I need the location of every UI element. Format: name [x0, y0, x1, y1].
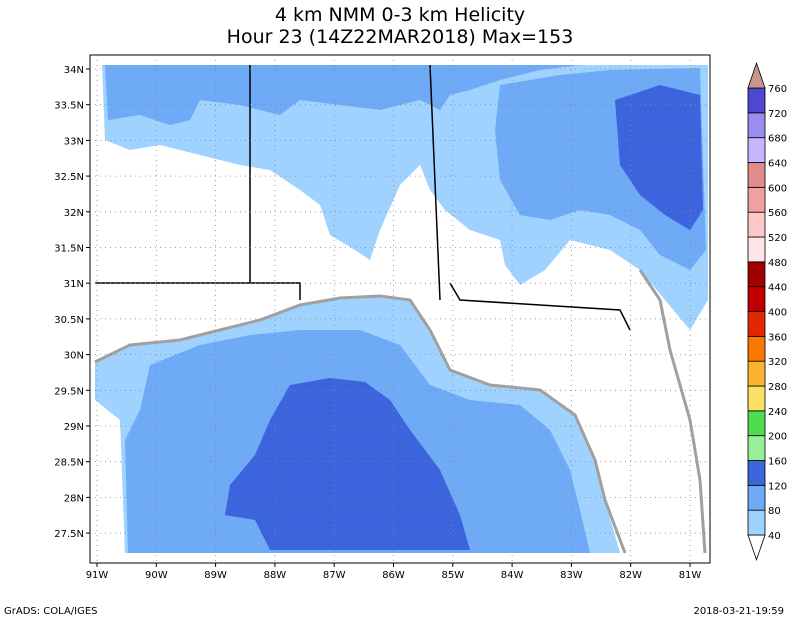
lon-label: 89W [204, 570, 227, 581]
colorbar-label: 200 [768, 432, 787, 443]
coastline [94, 294, 627, 554]
colorbar-label: 600 [768, 183, 787, 194]
colorbar-swatch [747, 360, 766, 387]
colorbar: 40 80 120 160 200 240 280 320 360 400 440 480 520 560… [747, 61, 787, 562]
lat-label: 30.5N [54, 315, 84, 326]
lat-label: 33.5N [54, 101, 84, 112]
colorbar-label: 720 [768, 109, 787, 120]
lat-label: 32.5N [54, 172, 84, 183]
lon-labels: 91W 90W 89W 88W 87W 86W 85W 84W 83W 82W 81W [86, 570, 702, 581]
colorbar-label: 280 [768, 382, 787, 393]
lat-label: 27.5N [54, 529, 84, 540]
lon-label: 90W [145, 570, 168, 581]
lat-label: 34N [64, 65, 84, 76]
map-frame [89, 54, 711, 564]
lon-label: 83W [560, 570, 583, 581]
colorbar-label: 240 [768, 407, 787, 418]
colorbar-label: 40 [768, 531, 781, 542]
colorbar-swatch [747, 484, 766, 511]
colorbar-label: 160 [768, 457, 787, 468]
colorbar-label: 360 [768, 332, 787, 343]
colorbar-label: 760 [768, 84, 787, 95]
lat-label: 33N [64, 136, 84, 147]
title: 4 km NMM 0-3 km Helicity [275, 4, 525, 26]
graticule [86, 55, 710, 567]
field-dark [615, 85, 703, 230]
map: 91W 90W 89W 88W 87W 86W 85W 84W 83W 82W 81W 34N 33.… [54, 54, 711, 581]
colorbar-triangle [747, 534, 766, 562]
colorbar-label: 120 [768, 481, 787, 492]
lat-labels: 34N 33.5N 33N 32.5N 32N 31.5N 31N 30.5N 30N 29.5N… [54, 65, 84, 540]
lat-label: 29N [64, 422, 84, 433]
colorbar-swatch [747, 385, 766, 412]
colorbar-swatch [747, 112, 766, 139]
colorbar-swatch [747, 435, 766, 461]
colorbar-swatch [747, 460, 766, 486]
colorbar-label: 320 [768, 357, 787, 368]
lon-label: 86W [382, 570, 405, 581]
field-mid [105, 65, 580, 125]
coastline [638, 269, 707, 554]
lon-label: 87W [323, 570, 346, 581]
colorbar-swatch [747, 186, 766, 213]
lat-label: 28N [64, 493, 84, 504]
lat-label: 31.5N [54, 244, 84, 255]
colorbar-label: 680 [768, 134, 787, 145]
lon-label: 85W [441, 570, 464, 581]
lon-label: 82W [619, 570, 642, 581]
colorbar-swatch [747, 509, 766, 536]
lon-label: 81W [679, 570, 702, 581]
lon-label: 88W [264, 570, 287, 581]
lon-label: 84W [501, 570, 524, 581]
colorbar-swatch [747, 87, 766, 114]
colorbar-label: 480 [768, 258, 787, 269]
colorbar-swatch [747, 286, 766, 312]
colorbar-swatch [747, 137, 766, 163]
colorbar-triangle [747, 61, 766, 89]
colorbar-swatch [747, 410, 766, 437]
colorbar-swatch [747, 261, 766, 288]
lat-label: 31N [64, 279, 84, 290]
colorbar-label: 640 [768, 159, 787, 170]
colorbar-swatch [747, 335, 766, 362]
colorbar-swatch [747, 311, 766, 337]
footer-left: GrADS: COLA/IGES [4, 606, 98, 617]
footer-right: 2018-03-21-19:59 [693, 606, 784, 617]
lat-label: 29.5N [54, 386, 84, 397]
colorbar-label: 520 [768, 233, 787, 244]
colorbar-label: 400 [768, 308, 787, 319]
lon-label: 91W [86, 570, 109, 581]
colorbar-label: 440 [768, 283, 787, 294]
lat-label: 32N [64, 208, 84, 219]
colorbar-swatch [747, 162, 766, 188]
subtitle: Hour 23 (14Z22MAR2018) Max=153 [227, 26, 574, 48]
colorbar-label: 80 [768, 506, 781, 517]
colorbar-swatch [747, 236, 766, 263]
colorbar-label: 560 [768, 208, 787, 219]
lat-label: 30N [64, 351, 84, 362]
colorbar-swatch [747, 211, 766, 238]
lat-label: 28.5N [54, 458, 84, 469]
field-dark [225, 378, 470, 550]
